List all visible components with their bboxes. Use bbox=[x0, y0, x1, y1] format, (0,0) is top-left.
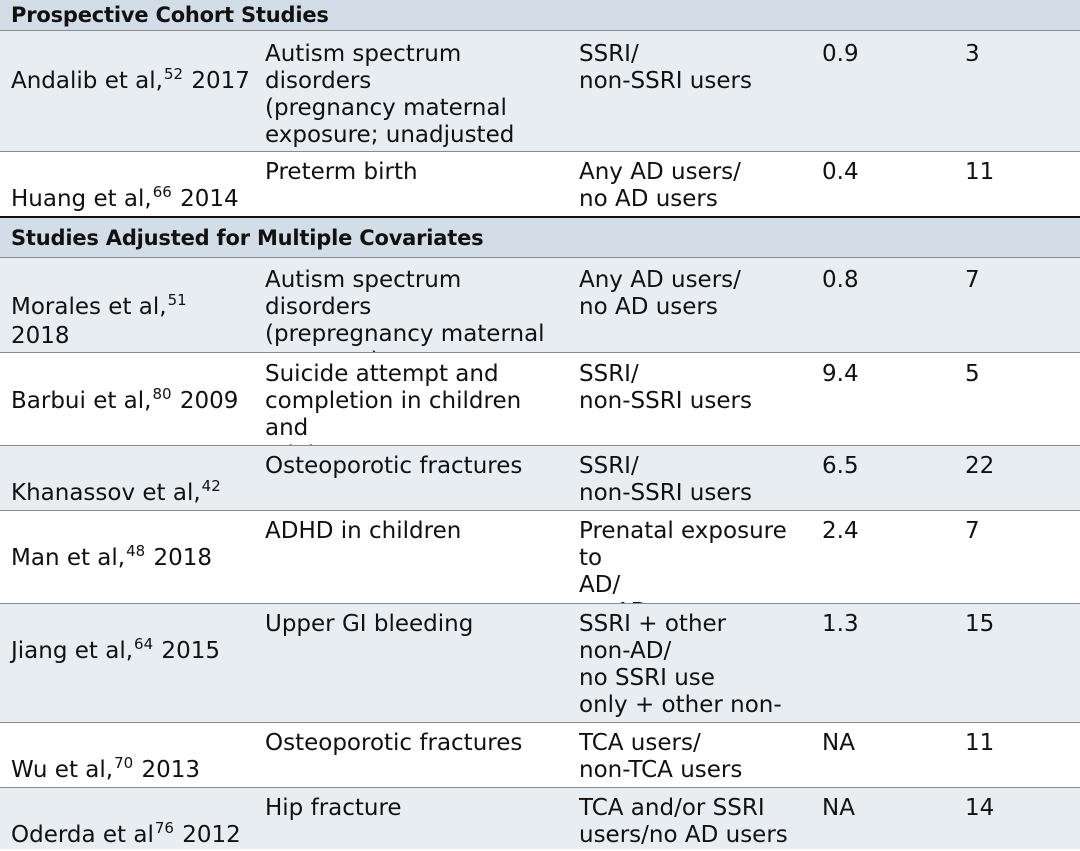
study-year: 2012 bbox=[174, 822, 241, 848]
divider bbox=[0, 257, 1080, 258]
ratio-cell: 6.5 bbox=[822, 453, 859, 479]
outcome-cell: Osteoporotic fractures bbox=[265, 453, 523, 479]
n-cell: 15 bbox=[965, 611, 995, 637]
n-cell: 11 bbox=[965, 730, 995, 756]
study-year: 2017 bbox=[184, 68, 250, 94]
study-year: 2018 bbox=[146, 545, 213, 571]
study-cell: Oderda et al76 2012 bbox=[11, 795, 251, 851]
comparison-cell: SSRI/ non-SSRI users bbox=[579, 41, 752, 94]
study-year: 2014 bbox=[172, 186, 239, 212]
n-cell: 22 bbox=[965, 453, 995, 479]
reference-number: 51 bbox=[167, 291, 187, 309]
comparison-cell: Any AD users/ no AD users bbox=[579, 267, 741, 320]
n-cell: 7 bbox=[965, 267, 980, 293]
n-cell: 3 bbox=[965, 41, 980, 67]
section-title: Prospective Cohort Studies bbox=[11, 3, 329, 27]
table-row: Man et al,48 2018 ADHD in children Prena… bbox=[0, 511, 1080, 625]
study-year: 2018 bbox=[11, 323, 70, 349]
table-row: Barbui et al,80 2009 Suicide attempt and… bbox=[0, 353, 1080, 468]
table-row: Jiang et al,64 2015 Upper GI bleeding SS… bbox=[0, 604, 1080, 745]
ratio-cell: 0.8 bbox=[822, 267, 859, 293]
study-year: 2009 bbox=[172, 388, 239, 414]
ratio-cell: NA bbox=[822, 730, 855, 756]
ratio-cell: 1.3 bbox=[822, 611, 859, 637]
study-author: Man et al, bbox=[11, 545, 126, 571]
divider bbox=[0, 352, 1080, 353]
reference-number: 66 bbox=[152, 183, 172, 201]
divider bbox=[0, 722, 1080, 723]
ratio-cell: 0.9 bbox=[822, 41, 859, 67]
study-author: Wu et al, bbox=[11, 757, 114, 783]
study-cell: Jiang et al,64 2015 bbox=[11, 611, 251, 667]
n-cell: 5 bbox=[965, 361, 980, 387]
study-cell: Morales et al,51 2018 bbox=[11, 267, 251, 350]
table-row: Morales et al,51 2018 Autism spectrum di… bbox=[0, 258, 1080, 374]
n-cell: 14 bbox=[965, 795, 995, 821]
reference-number: 48 bbox=[126, 542, 146, 560]
n-cell: 11 bbox=[965, 159, 995, 185]
comparison-cell: SSRI/ non-SSRI users bbox=[579, 361, 752, 414]
section-header-adjusted: Studies Adjusted for Multiple Covariates bbox=[0, 218, 1080, 257]
study-year: 2013 bbox=[134, 757, 201, 783]
study-cell: Barbui et al,80 2009 bbox=[11, 361, 251, 417]
reference-number: 80 bbox=[152, 385, 172, 403]
table-row: Wu et al,70 2013 Osteoporotic fractures … bbox=[0, 723, 1080, 787]
divider bbox=[0, 445, 1080, 446]
section-title: Studies Adjusted for Multiple Covariates bbox=[11, 225, 484, 250]
reference-number: 52 bbox=[163, 65, 184, 83]
comparison-cell: TCA and/or SSRI users/no AD users bbox=[579, 795, 788, 848]
ratio-cell: 9.4 bbox=[822, 361, 859, 387]
reference-number: 42 bbox=[201, 477, 221, 495]
study-cell: Andalib et al,52 2017 bbox=[11, 41, 251, 97]
n-cell: 7 bbox=[965, 518, 980, 544]
outcome-cell: ADHD in children bbox=[265, 518, 462, 544]
study-author: Huang et al, bbox=[11, 186, 152, 212]
ratio-cell: NA bbox=[822, 795, 855, 821]
study-cell: Wu et al,70 2013 bbox=[11, 730, 251, 786]
section-divider bbox=[0, 216, 1080, 218]
study-cell: Huang et al,66 2014 bbox=[11, 159, 251, 215]
comparison-cell: Any AD users/ no AD users bbox=[579, 159, 741, 212]
reference-number: 64 bbox=[134, 635, 154, 653]
outcome-cell: Osteoporotic fractures bbox=[265, 730, 523, 756]
study-author: Barbui et al, bbox=[11, 388, 152, 414]
study-cell: Man et al,48 2018 bbox=[11, 518, 251, 574]
table-row: Andalib et al,52 2017 Autism spectrum di… bbox=[0, 31, 1080, 175]
table-row: Oderda et al76 2012 Hip fracture TCA and… bbox=[0, 788, 1080, 849]
study-author: Andalib et al, bbox=[11, 68, 163, 94]
divider bbox=[0, 30, 1080, 31]
ratio-cell: 0.4 bbox=[822, 159, 859, 185]
ratio-cell: 2.4 bbox=[822, 518, 859, 544]
outcome-cell: Upper GI bleeding bbox=[265, 611, 474, 637]
comparison-cell: TCA users/ non-TCA users bbox=[579, 730, 743, 783]
study-author: Oderda et al bbox=[11, 822, 154, 848]
section-header-prospective: Prospective Cohort Studies bbox=[0, 0, 1080, 30]
reference-number: 76 bbox=[154, 819, 174, 837]
divider bbox=[0, 151, 1080, 152]
study-year: 2015 bbox=[154, 638, 220, 664]
divider bbox=[0, 603, 1080, 604]
reference-number: 70 bbox=[114, 754, 134, 772]
study-author: Khanassov et al, bbox=[11, 480, 201, 506]
table-row: Huang et al,66 2014 Preterm birth Any AD… bbox=[0, 152, 1080, 216]
divider bbox=[0, 787, 1080, 788]
study-author: Morales et al, bbox=[11, 294, 167, 320]
outcome-cell: Hip fracture bbox=[265, 795, 402, 821]
outcome-cell: Preterm birth bbox=[265, 159, 418, 185]
comparison-cell: SSRI/ non-SSRI users bbox=[579, 453, 752, 506]
study-author: Jiang et al, bbox=[11, 638, 134, 664]
divider bbox=[0, 510, 1080, 511]
comparison-cell: SSRI + other non-AD/ no SSRI use only + … bbox=[579, 611, 782, 745]
table-row: Khanassov et al,422018 Osteoporotic frac… bbox=[0, 446, 1080, 535]
